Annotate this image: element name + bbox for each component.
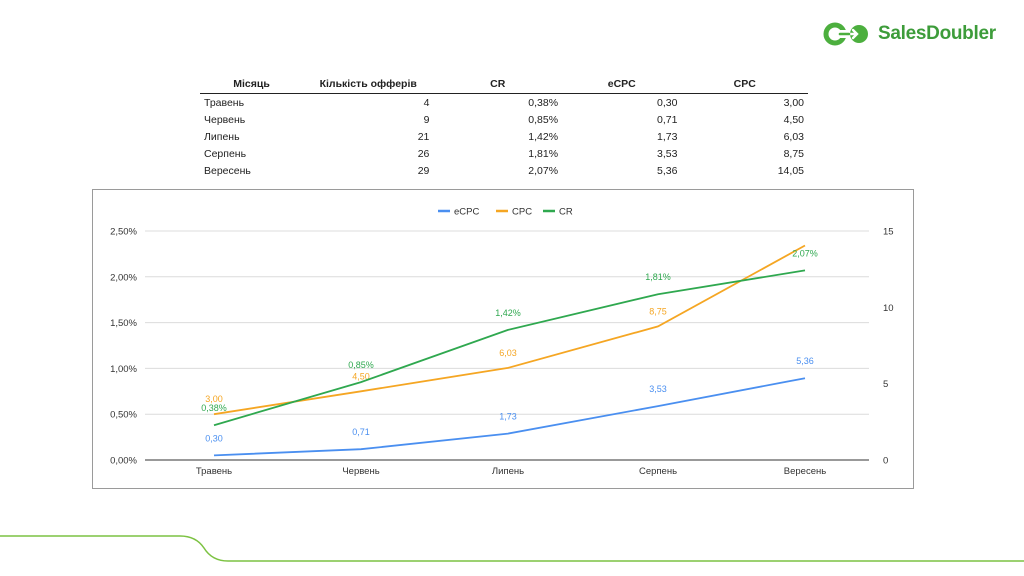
cell-ecpc: 0,30 — [657, 96, 678, 109]
chart-canvas: 0,00% 0,50% 1,00% 1,50% 2,00% 2,50% 0 5 10 15 Трав… — [110, 207, 894, 478]
left-axis-tick-label: 0,00% — [110, 456, 137, 467]
right-axis-tick-label: 15 — [883, 227, 894, 238]
cell-cr: 0,38% — [528, 96, 559, 109]
header-ecpc: eCPC — [562, 78, 682, 94]
header-month: Місяць — [200, 78, 304, 94]
header-offers: Кількість офферів — [303, 78, 434, 94]
cell-month: Серпень — [204, 147, 247, 160]
cell-cr: 0,85% — [528, 113, 559, 126]
decorative-bottom-line — [0, 535, 1024, 562]
cell-offers: 4 — [423, 96, 430, 109]
data-label-cr: 2,07% — [792, 248, 818, 258]
cell-cpc: 4,50 — [783, 113, 804, 126]
legend-label-cr: CR — [559, 207, 573, 218]
cell-ecpc: 0,71 — [657, 113, 678, 126]
data-label-ecpc: 0,30 — [205, 433, 223, 443]
data-label-cpc: 4,50 — [352, 371, 370, 381]
series-line-cpc — [213, 244, 806, 416]
cell-offers: 21 — [417, 130, 430, 143]
brand-name: SalesDoubler — [878, 23, 996, 44]
cell-month: Червень — [204, 113, 246, 126]
x-axis-tick-label: Травень — [196, 466, 232, 477]
line-chart: 0,00% 0,50% 1,00% 1,50% 2,00% 2,50% 0 5 10 15 Трав… — [92, 189, 914, 489]
table-row: Серпень 26 1,81% 3,53 8,75 — [200, 145, 808, 162]
cell-cr: 2,07% — [528, 164, 559, 177]
left-axis-tick-label: 0,50% — [110, 410, 137, 421]
stats-table: Місяць Кількість офферів CR eCPC CPC Тра… — [200, 78, 808, 179]
data-label-ecpc: 3,53 — [649, 384, 667, 394]
header-cpc: CPC — [681, 78, 808, 94]
data-label-ecpc: 0,71 — [352, 427, 370, 437]
data-label-cr: 1,81% — [645, 272, 671, 282]
left-axis-tick-label: 2,00% — [110, 272, 137, 283]
left-axis-tick-label: 2,50% — [110, 227, 137, 238]
table-header-row: Місяць Кількість офферів CR eCPC CPC — [200, 78, 808, 94]
x-axis-tick-label: Вересень — [784, 466, 826, 477]
x-axis-tick-label: Липень — [492, 466, 524, 477]
left-axis-tick-label: 1,00% — [110, 364, 137, 375]
cell-ecpc: 5,36 — [657, 164, 678, 177]
salesdoubler-logo: SalesDoubler — [822, 20, 996, 48]
cell-ecpc: 3,53 — [657, 147, 678, 160]
data-label-cpc: 3,00 — [205, 394, 223, 404]
data-label-cr: 0,38% — [201, 403, 227, 413]
right-axis-tick-label: 5 — [883, 379, 888, 390]
table-row: Вересень 29 2,07% 5,36 14,05 — [200, 162, 808, 179]
x-axis-tick-label: Серпень — [639, 466, 677, 477]
cell-month: Липень — [204, 130, 240, 143]
cell-offers: 29 — [417, 164, 430, 177]
cell-ecpc: 1,73 — [657, 130, 678, 143]
header-cr: CR — [433, 78, 563, 94]
x-axis-tick-label: Червень — [342, 466, 379, 477]
cell-cr: 1,42% — [528, 130, 559, 143]
cell-offers: 9 — [423, 113, 430, 126]
cell-cpc: 6,03 — [783, 130, 804, 143]
cell-cpc: 14,05 — [777, 164, 804, 177]
data-label-cr: 0,85% — [348, 360, 374, 370]
cell-month: Травень — [204, 96, 245, 109]
logo-mark-icon — [823, 22, 868, 46]
table-row: Травень 4 0,38% 0,30 3,00 — [200, 94, 808, 112]
data-label-cpc: 6,03 — [499, 348, 517, 358]
table-row: Червень 9 0,85% 0,71 4,50 — [200, 111, 808, 128]
right-axis-tick-label: 0 — [883, 456, 888, 467]
data-label-ecpc: 5,36 — [796, 356, 814, 366]
data-label-cr: 1,42% — [495, 308, 521, 318]
cell-cpc: 8,75 — [783, 147, 804, 160]
right-axis-tick-label: 10 — [883, 303, 894, 314]
cell-cr: 1,81% — [528, 147, 559, 160]
left-axis-tick-label: 1,50% — [110, 318, 137, 329]
table-row: Липень 21 1,42% 1,73 6,03 — [200, 128, 808, 145]
cell-cpc: 3,00 — [783, 96, 804, 109]
cell-offers: 26 — [417, 147, 430, 160]
legend-label-ecpc: eCPC — [454, 207, 479, 218]
cell-month: Вересень — [204, 164, 251, 177]
legend-label-cpc: CPC — [512, 207, 532, 218]
data-label-cpc: 8,75 — [649, 306, 667, 316]
data-label-ecpc: 1,73 — [499, 412, 517, 422]
series-line-ecpc — [213, 377, 806, 457]
series-line-cr — [213, 269, 806, 427]
